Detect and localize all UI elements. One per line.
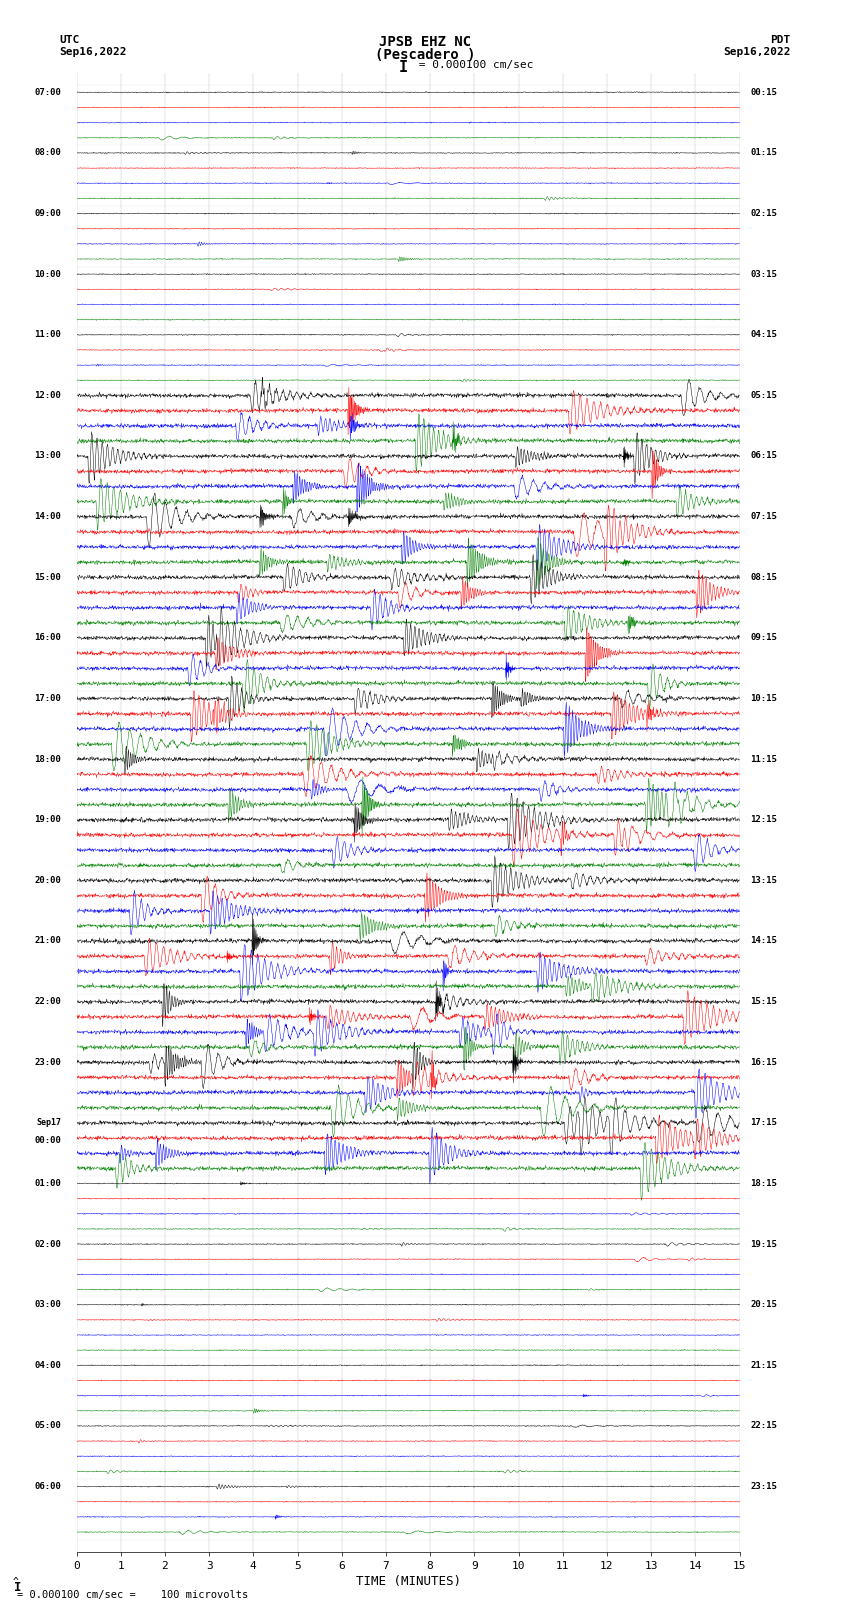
Text: 18:15: 18:15 [751,1179,778,1187]
Text: Sep16,2022: Sep16,2022 [723,47,791,56]
Text: 13:15: 13:15 [751,876,778,886]
Text: 22:15: 22:15 [751,1421,778,1431]
Text: 11:15: 11:15 [751,755,778,763]
Text: 23:15: 23:15 [751,1482,778,1490]
Text: 15:15: 15:15 [751,997,778,1007]
Text: 10:00: 10:00 [34,269,61,279]
Text: Sep17: Sep17 [36,1118,61,1127]
Text: 09:15: 09:15 [751,634,778,642]
Text: 00:00: 00:00 [34,1137,61,1145]
Text: UTC: UTC [60,35,80,45]
Text: 23:00: 23:00 [34,1058,61,1066]
Text: 16:00: 16:00 [34,634,61,642]
Text: 13:00: 13:00 [34,452,61,460]
Text: PDT: PDT [770,35,790,45]
Text: 22:00: 22:00 [34,997,61,1007]
Text: 04:15: 04:15 [751,331,778,339]
Text: 14:15: 14:15 [751,937,778,945]
Text: 12:00: 12:00 [34,390,61,400]
Text: 02:15: 02:15 [751,210,778,218]
Text: 08:00: 08:00 [34,148,61,158]
Text: 01:00: 01:00 [34,1179,61,1187]
Text: 07:00: 07:00 [34,87,61,97]
Text: 21:15: 21:15 [751,1361,778,1369]
Text: 20:00: 20:00 [34,876,61,886]
Text: (Pescadero ): (Pescadero ) [375,48,475,63]
Text: 06:15: 06:15 [751,452,778,460]
Text: = 0.000100 cm/sec =    100 microvolts: = 0.000100 cm/sec = 100 microvolts [17,1590,248,1600]
Text: 06:00: 06:00 [34,1482,61,1490]
Text: 05:15: 05:15 [751,390,778,400]
Text: 09:00: 09:00 [34,210,61,218]
Text: I: I [400,60,408,76]
Text: 20:15: 20:15 [751,1300,778,1310]
Text: 04:00: 04:00 [34,1361,61,1369]
Text: 05:00: 05:00 [34,1421,61,1431]
Text: 11:00: 11:00 [34,331,61,339]
Text: JPSB EHZ NC: JPSB EHZ NC [379,35,471,50]
Text: 00:15: 00:15 [751,87,778,97]
Text: 07:15: 07:15 [751,511,778,521]
Text: 18:00: 18:00 [34,755,61,763]
Text: 12:15: 12:15 [751,815,778,824]
Text: 03:00: 03:00 [34,1300,61,1310]
Text: 21:00: 21:00 [34,937,61,945]
Text: 15:00: 15:00 [34,573,61,582]
Text: 08:15: 08:15 [751,573,778,582]
Text: 17:00: 17:00 [34,694,61,703]
Text: 01:15: 01:15 [751,148,778,158]
Text: 17:15: 17:15 [751,1118,778,1127]
Text: Sep16,2022: Sep16,2022 [60,47,127,56]
Text: I: I [14,1581,22,1594]
Text: 14:00: 14:00 [34,511,61,521]
Text: 19:00: 19:00 [34,815,61,824]
Text: 02:00: 02:00 [34,1239,61,1248]
Text: ^: ^ [13,1578,19,1587]
Text: 16:15: 16:15 [751,1058,778,1066]
X-axis label: TIME (MINUTES): TIME (MINUTES) [355,1574,461,1587]
Text: 10:15: 10:15 [751,694,778,703]
Text: 03:15: 03:15 [751,269,778,279]
Text: 19:15: 19:15 [751,1239,778,1248]
Text: = 0.000100 cm/sec: = 0.000100 cm/sec [412,60,534,71]
